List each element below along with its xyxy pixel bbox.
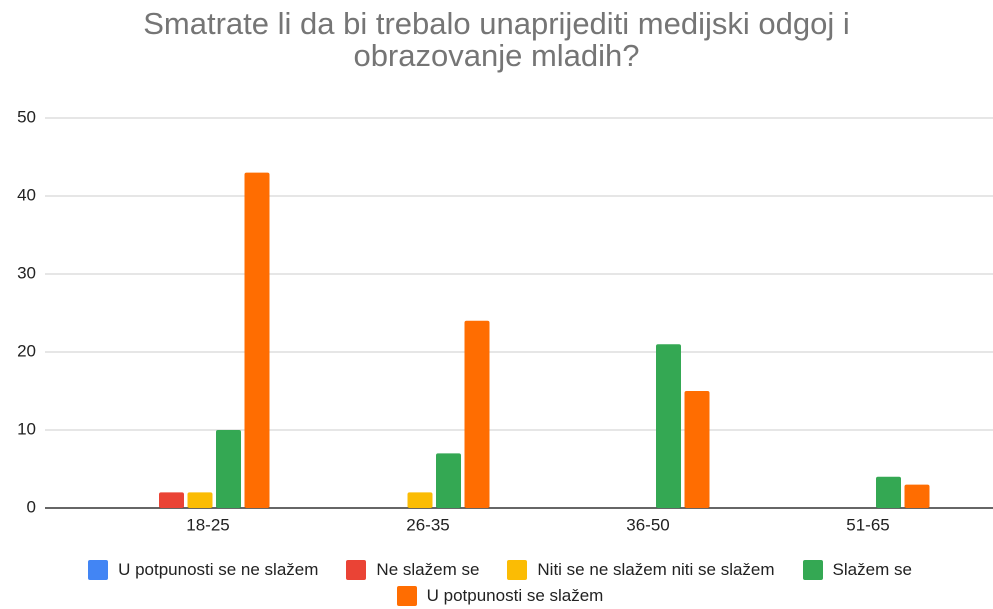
x-tick-label: 18-25 — [186, 515, 229, 534]
x-tick-label: 36-50 — [626, 515, 669, 534]
bar — [407, 492, 433, 508]
bar — [436, 453, 461, 508]
bar — [464, 320, 490, 508]
y-tick-label: 20 — [17, 341, 36, 360]
bar — [656, 344, 681, 508]
legend-label: Ne slažem se — [376, 560, 480, 579]
x-tick-label: 26-35 — [406, 515, 449, 534]
bar — [876, 476, 901, 508]
legend-label: U potpunosti se slažem — [426, 586, 604, 605]
legend: U potpunosti se ne slažem Ne slažem se Nit… — [60, 560, 940, 606]
legend-swatch — [88, 560, 109, 580]
legend-swatch — [346, 560, 367, 580]
legend-item: Slažem se — [802, 560, 912, 580]
legend-label: Slažem se — [832, 560, 912, 579]
y-tick-label: 50 — [17, 107, 36, 126]
bar — [216, 430, 241, 508]
legend-swatch — [507, 560, 528, 580]
legend-item: U potpunosti se slažem — [396, 586, 604, 606]
bar — [684, 391, 710, 508]
y-tick-label: 0 — [27, 497, 36, 516]
bar — [159, 492, 184, 508]
legend-item: Ne slažem se — [346, 560, 479, 580]
bar — [187, 492, 213, 508]
legend-swatch — [396, 586, 417, 606]
x-tick-label: 51-65 — [846, 515, 889, 534]
chart-title: Smatrate li da bi trebalo unaprijediti m… — [143, 6, 850, 73]
y-tick-label: 40 — [17, 185, 36, 204]
title-box: Smatrate li da bi trebalo unaprijediti m… — [0, 8, 993, 72]
bar — [244, 172, 270, 508]
bar — [904, 484, 930, 508]
legend-item: Niti se ne slažem niti se slažem — [507, 560, 775, 580]
y-tick-label: 10 — [17, 419, 36, 438]
legend-swatch — [802, 560, 823, 580]
legend-label: U potpunosti se ne slažem — [118, 560, 319, 579]
legend-label: Niti se ne slažem niti se slažem — [537, 560, 775, 579]
y-tick-label: 30 — [17, 263, 36, 282]
legend-item: U potpunosti se ne slažem — [88, 560, 318, 580]
